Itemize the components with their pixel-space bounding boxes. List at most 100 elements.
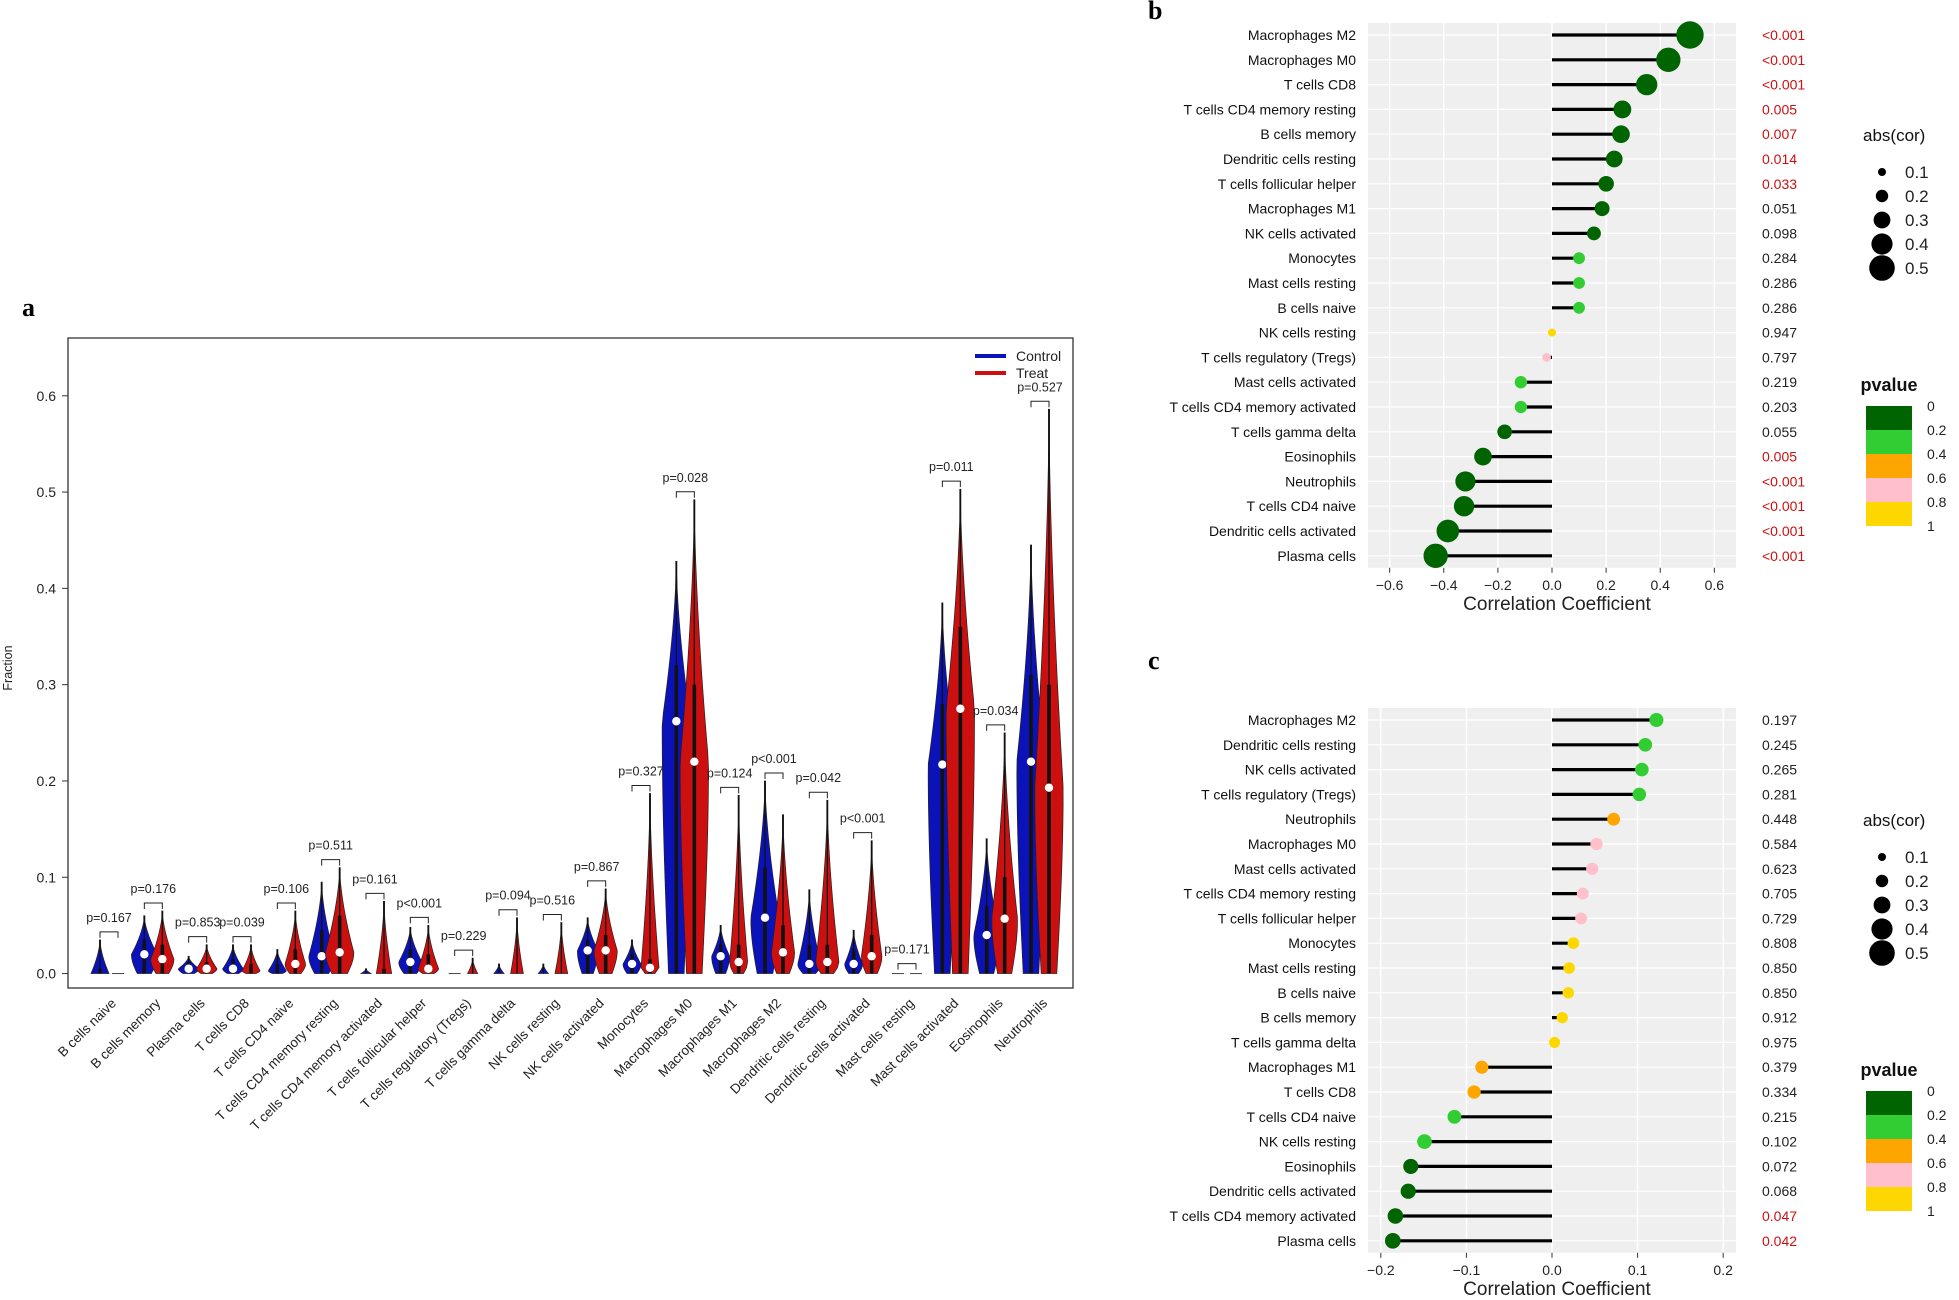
size-legend-label: 0.5 [1905, 944, 1929, 963]
violin-median [335, 948, 344, 957]
lollipop-row: Mast cells activated 0.623 [1234, 861, 1797, 877]
violin-box [337, 915, 342, 974]
violin-treat [325, 867, 355, 974]
y-tick-label: 0.0 [37, 966, 57, 982]
row-label: Mast cells activated [1234, 374, 1356, 390]
row-pvalue: 0.215 [1762, 1109, 1797, 1125]
significance-bracket [720, 786, 740, 794]
violin-median [645, 963, 655, 972]
row-label: T cells follicular helper [1218, 910, 1357, 926]
violin-control [797, 889, 822, 974]
x-tick-label: −0.6 [1376, 577, 1404, 593]
lollipop-row: B cells memory 0.912 [1260, 1010, 1797, 1026]
color-legend-swatch [1866, 406, 1912, 430]
y-axis: 0.0 0.1 0.2 0.3 0.4 0.5 0.6 [37, 388, 68, 982]
row-label: Eosinophils [1284, 1158, 1356, 1174]
y-tick-label: 0.6 [37, 388, 57, 404]
violin-control [90, 939, 110, 974]
bracket-line [232, 936, 252, 943]
row-pvalue: 0.014 [1762, 151, 1797, 167]
lollipop-point [1567, 937, 1580, 950]
bracket-line [808, 791, 828, 799]
row-label: NK cells resting [1259, 325, 1356, 341]
p-value-label: p=0.511 [308, 839, 353, 853]
lollipop-point [1575, 912, 1588, 925]
row-label: Plasma cells [1277, 548, 1356, 564]
row-label: T cells follicular helper [1218, 176, 1357, 192]
row-label: NK cells resting [1259, 1134, 1356, 1150]
row-label: B cells naive [1277, 300, 1356, 316]
row-pvalue: 0.047 [1762, 1208, 1797, 1224]
size-legend-label: 0.2 [1905, 187, 1929, 206]
violin-box [1029, 675, 1033, 974]
violin-chart: Fraction 0.00.10.20.30.40.50.6 p=0.167p=… [1, 337, 1074, 1133]
lollipop-row: Plasma cells <0.001 [1277, 543, 1805, 568]
lollipop-row: Macrophages M2 <0.001 [1248, 21, 1805, 49]
significance-bracket [1030, 400, 1050, 408]
x-tick-label: 0.6 [1705, 577, 1725, 593]
significance-bracket [143, 902, 163, 909]
significance-bracket [542, 914, 562, 921]
row-pvalue: 0.007 [1762, 126, 1797, 142]
row-pvalue: 0.448 [1762, 811, 1797, 827]
legend-label-treat: Treat [1016, 365, 1048, 381]
p-value-label: p=0.039 [219, 916, 265, 930]
violin-control [177, 955, 200, 974]
row-pvalue: 0.947 [1762, 325, 1797, 341]
p-value-label: p=0.011 [929, 460, 974, 474]
lollipop-point [1613, 100, 1632, 119]
row-label: Macrophages M1 [1248, 201, 1356, 217]
size-legend: abs(cor) 0.1 0.2 0.3 0.4 0.5 [1863, 126, 1929, 281]
violin-median [778, 948, 788, 957]
row-label: Monocytes [1288, 250, 1356, 266]
color-legend-swatch [1866, 502, 1912, 526]
lollipop-row: Eosinophils 0.072 [1284, 1158, 1797, 1174]
lollipop-point [1556, 1011, 1568, 1024]
lollipop-point [1676, 21, 1704, 49]
row-label: B cells naive [1277, 985, 1356, 1001]
lollipop-point [1548, 328, 1556, 337]
row-label: T cells CD8 [1284, 1084, 1356, 1100]
violin-median [202, 964, 211, 973]
row-pvalue: 0.729 [1762, 910, 1797, 926]
panel-c-letter: c [1148, 646, 1160, 675]
violin-box [940, 703, 945, 974]
row-label: T cells CD4 naive [1247, 498, 1357, 514]
violin-treat [417, 925, 440, 974]
violin-median [734, 957, 743, 967]
legend-label-control: Control [1016, 348, 1061, 364]
lollipop-point [1384, 1232, 1401, 1249]
violin-treat [945, 488, 975, 974]
color-legend-swatch [1866, 1115, 1912, 1139]
lollipop-point [1594, 201, 1610, 217]
lollipop-row: T cells CD4 memory activated 0.047 [1170, 1208, 1798, 1224]
size-legend-dot [1875, 189, 1889, 203]
violin-treat [991, 732, 1018, 974]
lollipop-row: Monocytes 0.284 [1288, 250, 1797, 266]
color-legend-label: 0.8 [1927, 1179, 1947, 1195]
lollipop-row: T cells gamma delta 0.055 [1231, 424, 1797, 440]
row-label: Dendritic cells resting [1223, 737, 1356, 753]
violin-control [493, 963, 505, 974]
bracket-line [853, 832, 873, 839]
lollipop-point [1563, 962, 1575, 974]
p-value-label: p<0.001 [840, 812, 886, 826]
lollipop-row: Mast cells resting 0.286 [1248, 275, 1797, 291]
violin-median [956, 704, 965, 713]
row-pvalue: 0.379 [1762, 1059, 1797, 1075]
lollipop-point [1656, 47, 1681, 72]
violin-box [585, 939, 590, 974]
lollipop-point [1475, 1060, 1489, 1074]
significance-bracket [941, 480, 961, 488]
bracket-line [986, 724, 1006, 731]
lollipop-row: B cells memory 0.007 [1260, 125, 1797, 144]
violin-median [406, 957, 415, 967]
violin-treat [640, 793, 660, 974]
violin-treat [729, 795, 748, 974]
y-tick-label: 0.3 [37, 677, 57, 693]
violin-median [424, 964, 433, 973]
x-tick-label: 0.1 [1628, 1262, 1648, 1278]
bracket-line [365, 892, 385, 900]
row-pvalue: 0.005 [1762, 101, 1797, 117]
significance-bracket [232, 936, 252, 943]
